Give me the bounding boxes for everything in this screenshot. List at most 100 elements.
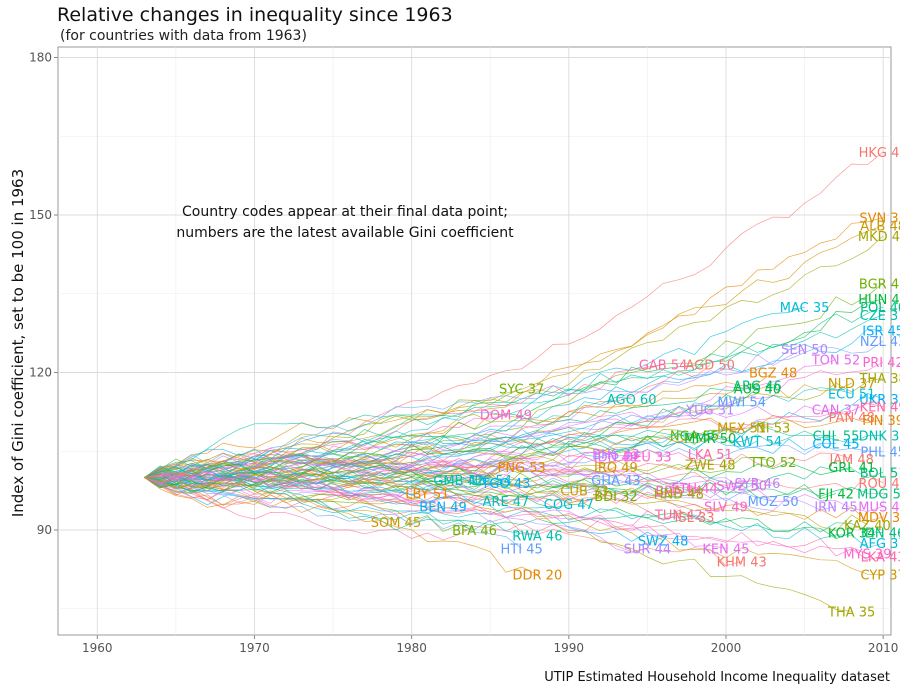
country-label: NI 53 [756,422,790,437]
country-label: TTO 52 [749,456,797,471]
country-label: GAB 54 [639,359,688,374]
country-label: HUN 40 [858,293,900,308]
country-label: PAN 48 [829,411,875,426]
series-lines [144,151,884,612]
country-label: KWT 54 [733,435,783,450]
x-tick-label: 1970 [239,641,270,655]
plot-panel [57,46,892,636]
country-label: MDG 50 [857,487,900,502]
country-label: RWA 46 [512,529,562,544]
grid-lines [58,47,891,635]
country-label: ETH 44 [671,482,718,497]
country-label: IRN 45 [814,500,857,515]
series-line [144,469,884,533]
x-tick-label: 1980 [396,641,427,655]
series-line [144,475,648,554]
country-label: AFG 37 [860,537,900,552]
series-line [144,225,884,478]
country-label: ISR 45 [862,325,900,340]
country-label: DNK 33 [859,430,900,445]
series-line [144,476,397,523]
country-label: NIC 54 [469,474,512,489]
series-line [144,393,884,486]
series-line [144,467,459,489]
country-label: TON 52 [811,353,861,368]
country-label: SYR 46 [734,477,780,492]
country-label: LBY 51 [405,487,449,502]
country-label: GMB 42 [433,474,484,489]
series-line [144,467,727,549]
country-label: BGZ 48 [749,367,797,382]
series-line [144,457,774,501]
country-label: DDR 20 [513,569,563,584]
country-label: THA 38 [858,372,900,387]
country-label: MYS 39 [843,548,891,563]
y-tick-label: 120 [29,366,52,380]
country-label: CHL 55 [813,430,860,445]
country-label: IDN 49 [594,451,638,466]
country-label: YUG 31 [685,403,734,418]
series-line [144,449,884,512]
series-line [144,217,884,478]
series-line [144,453,648,478]
country-label: SLV 49 [704,500,748,515]
series-line [144,459,884,522]
series-line [144,364,664,478]
country-label: MEX 51 [717,422,766,437]
annotation-line-1: Country codes appear at their final data… [182,204,508,220]
x-tick-label: 1960 [82,641,113,655]
series-line [144,462,679,498]
country-label: SYC 37 [499,382,544,397]
country-label: NLD 37 [828,377,876,392]
country-label: COG 47 [544,498,594,513]
country-label: PHL 45 [860,445,900,460]
country-label: BRA 54 [655,485,702,500]
country-label: DOM 49 [480,409,532,424]
series-line [144,477,522,549]
y-tick-label: 150 [29,208,52,222]
country-label: JAM 48 [829,453,874,468]
country-label: HKG 44 [859,146,900,161]
country-label: MMR 50 [684,432,736,447]
series-line [144,431,837,478]
country-label: NZL 43 [860,335,900,350]
series-line [144,472,868,554]
country-label: BFA 46 [452,524,497,539]
country-label: HND 48 [654,487,704,502]
series-line [144,436,758,485]
series-line [144,469,852,612]
country-label: THA 35 [827,605,875,620]
chart-title: Relative changes in inequality since 196… [57,4,453,26]
series-line [144,314,884,478]
country-labels: HKG 44 SVN 33ALB 48MKD 45 BGR 41HUN 40POL … [371,146,900,620]
country-label: CAN 37 [812,403,860,418]
country-label: SWZ 48 [638,535,689,550]
series-line [144,451,617,504]
country-label: BOL 51 [860,466,900,481]
country-label: GRL 41 [828,461,875,476]
x-tick-label: 2010 [868,641,899,655]
country-label: ARG 46 [733,380,782,395]
country-label: IRQ 49 [594,461,638,476]
country-label: MAC 35 [780,301,830,316]
country-label: SOM 45 [371,516,421,531]
series-line [144,477,742,567]
country-label: BGR 41 [859,277,900,292]
annotation: Country codes appear at their final data… [120,202,570,244]
series-line [144,477,679,541]
country-label: AGO 60 [607,393,657,408]
country-label: MOZ 50 [748,495,799,510]
country-label: ARE 47 [483,495,530,510]
country-label: CYP 37 [860,569,900,584]
x-tick-label: 1990 [554,641,585,655]
y-tick-label: 180 [29,51,52,65]
country-label: ECU 51 [828,388,875,403]
series-line [144,453,617,497]
series-line [144,474,868,531]
country-label: MWI 54 [717,395,766,410]
country-label: POL 40 [860,301,900,316]
country-label: AGD 50 [686,359,735,374]
country-label: COL 45 [812,437,859,452]
